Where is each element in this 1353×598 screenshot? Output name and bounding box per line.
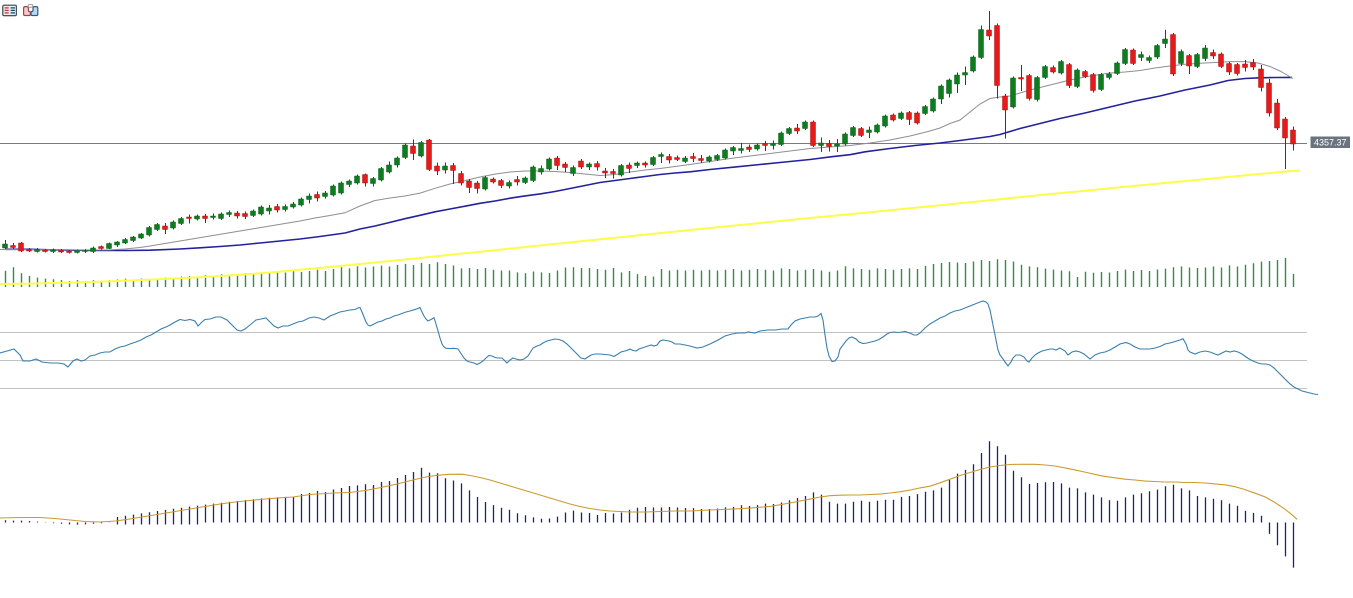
svg-text:4357.37: 4357.37 (1314, 138, 1347, 148)
